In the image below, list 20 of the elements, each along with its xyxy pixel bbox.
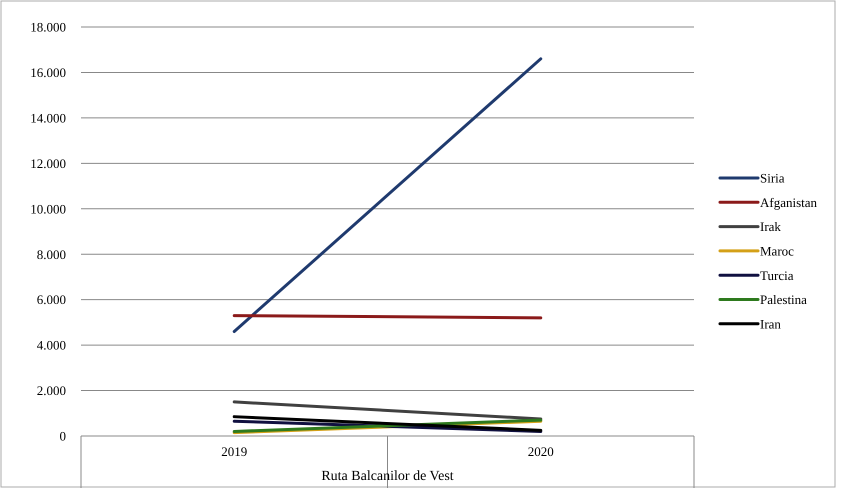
x-axis-title: Ruta Balcanilor de Vest [321,469,454,484]
y-tick-label: 18.000 [30,20,66,35]
y-tick-label: 12.000 [30,156,66,171]
y-tick-label: 16.000 [30,64,66,80]
y-tick-label: 4.000 [36,338,66,353]
y-tick-label: 10.000 [30,201,66,216]
y-tick-label: 2.000 [36,383,66,398]
legend-label: Iran [760,316,782,332]
legend-label: Maroc [760,243,794,258]
x-tick-label: 2019 [221,444,248,459]
x-tick-label: 2020 [528,444,554,459]
legend-label: Turcia [760,268,794,283]
legend-label: Afganistan [760,194,818,210]
y-tick-label: 0 [60,428,66,444]
y-tick-label: 8.000 [36,246,66,262]
legend-label: Palestina [760,292,808,308]
y-tick-label: 14.000 [30,110,66,126]
legend-label: Siria [760,170,785,186]
y-tick-label: 6.000 [36,292,66,308]
legend-label: Irak [760,219,782,234]
